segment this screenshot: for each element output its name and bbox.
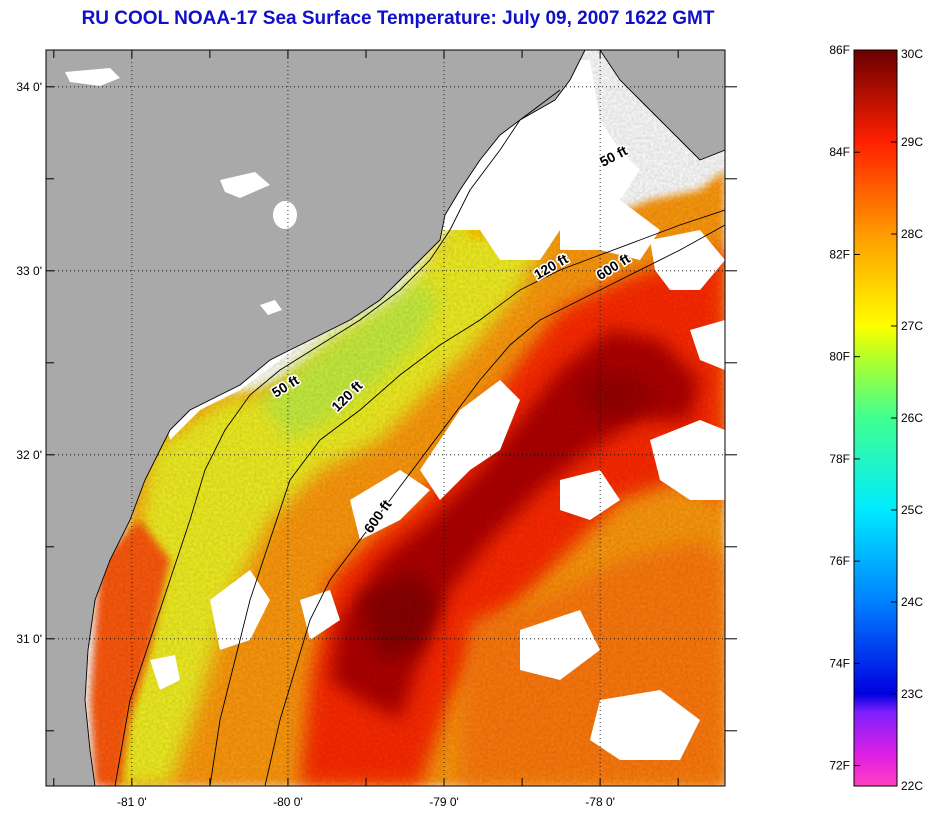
colorbar-f-label: 78F bbox=[829, 452, 850, 466]
axis-ticks bbox=[46, 50, 737, 786]
colorbar-c-label: 24C bbox=[901, 595, 923, 609]
lon-label: -80 0' bbox=[273, 795, 303, 809]
lon-label: -78 0' bbox=[585, 795, 615, 809]
colorbar-f-label: 74F bbox=[829, 656, 850, 670]
colorbar-c-label: 25C bbox=[901, 503, 923, 517]
lon-label: -79 0' bbox=[429, 795, 459, 809]
isobath-120ft bbox=[209, 209, 725, 786]
lat-label: 34 0' bbox=[16, 80, 42, 94]
colorbar-gradient bbox=[853, 49, 898, 787]
colorbar-c-label: 29C bbox=[901, 135, 923, 149]
colorbar: 86F 84F 82F 80F 78F 76F 74F 72F 30C 29C 28C 27C 26C… bbox=[829, 43, 923, 793]
colorbar-celsius-labels: 30C 29C 28C 27C 26C 25C 24C 23C 22C bbox=[891, 47, 923, 793]
colorbar-c-label: 27C bbox=[901, 319, 923, 333]
longitude-labels: -81 0' -80 0' -79 0' -78 0' bbox=[117, 795, 615, 809]
lat-label: 33 0' bbox=[16, 264, 42, 278]
lat-label: 32 0' bbox=[16, 448, 42, 462]
map-frame bbox=[45, 49, 726, 787]
colorbar-c-label: 28C bbox=[901, 227, 923, 241]
latitude-labels: 34 0' 33 0' 32 0' 31 0' bbox=[16, 80, 42, 646]
colorbar-c-label: 22C bbox=[901, 779, 923, 793]
colorbar-f-label: 76F bbox=[829, 554, 850, 568]
isobath-600ft bbox=[264, 224, 725, 786]
colorbar-f-label: 80F bbox=[829, 350, 850, 364]
land-northeast bbox=[600, 50, 725, 160]
map-title-text: RU COOL NOAA-17 Sea Surface Temperature:… bbox=[81, 8, 715, 29]
colorbar-fahrenheit-labels: 86F 84F 82F 80F 78F 76F 74F 72F bbox=[829, 43, 860, 773]
isobath-50ft bbox=[114, 89, 561, 786]
colorbar-c-label: 23C bbox=[901, 687, 923, 701]
lon-label: -81 0' bbox=[117, 795, 147, 809]
colorbar-f-label: 72F bbox=[829, 759, 850, 773]
colorbar-f-label: 82F bbox=[829, 247, 850, 261]
map-title: RU COOL NOAA-17 Sea Surface Temperature:… bbox=[0, 8, 936, 30]
coastline-ne bbox=[599, 50, 725, 161]
coastline bbox=[84, 50, 586, 786]
inland-water bbox=[65, 68, 297, 315]
colorbar-f-label: 84F bbox=[829, 145, 850, 159]
land-mass bbox=[46, 50, 585, 786]
colorbar-c-label: 30C bbox=[901, 47, 923, 61]
colorbar-f-label: 86F bbox=[829, 43, 850, 57]
lat-label: 31 0' bbox=[16, 632, 42, 646]
graticule bbox=[46, 50, 725, 786]
colorbar-c-label: 26C bbox=[901, 411, 923, 425]
